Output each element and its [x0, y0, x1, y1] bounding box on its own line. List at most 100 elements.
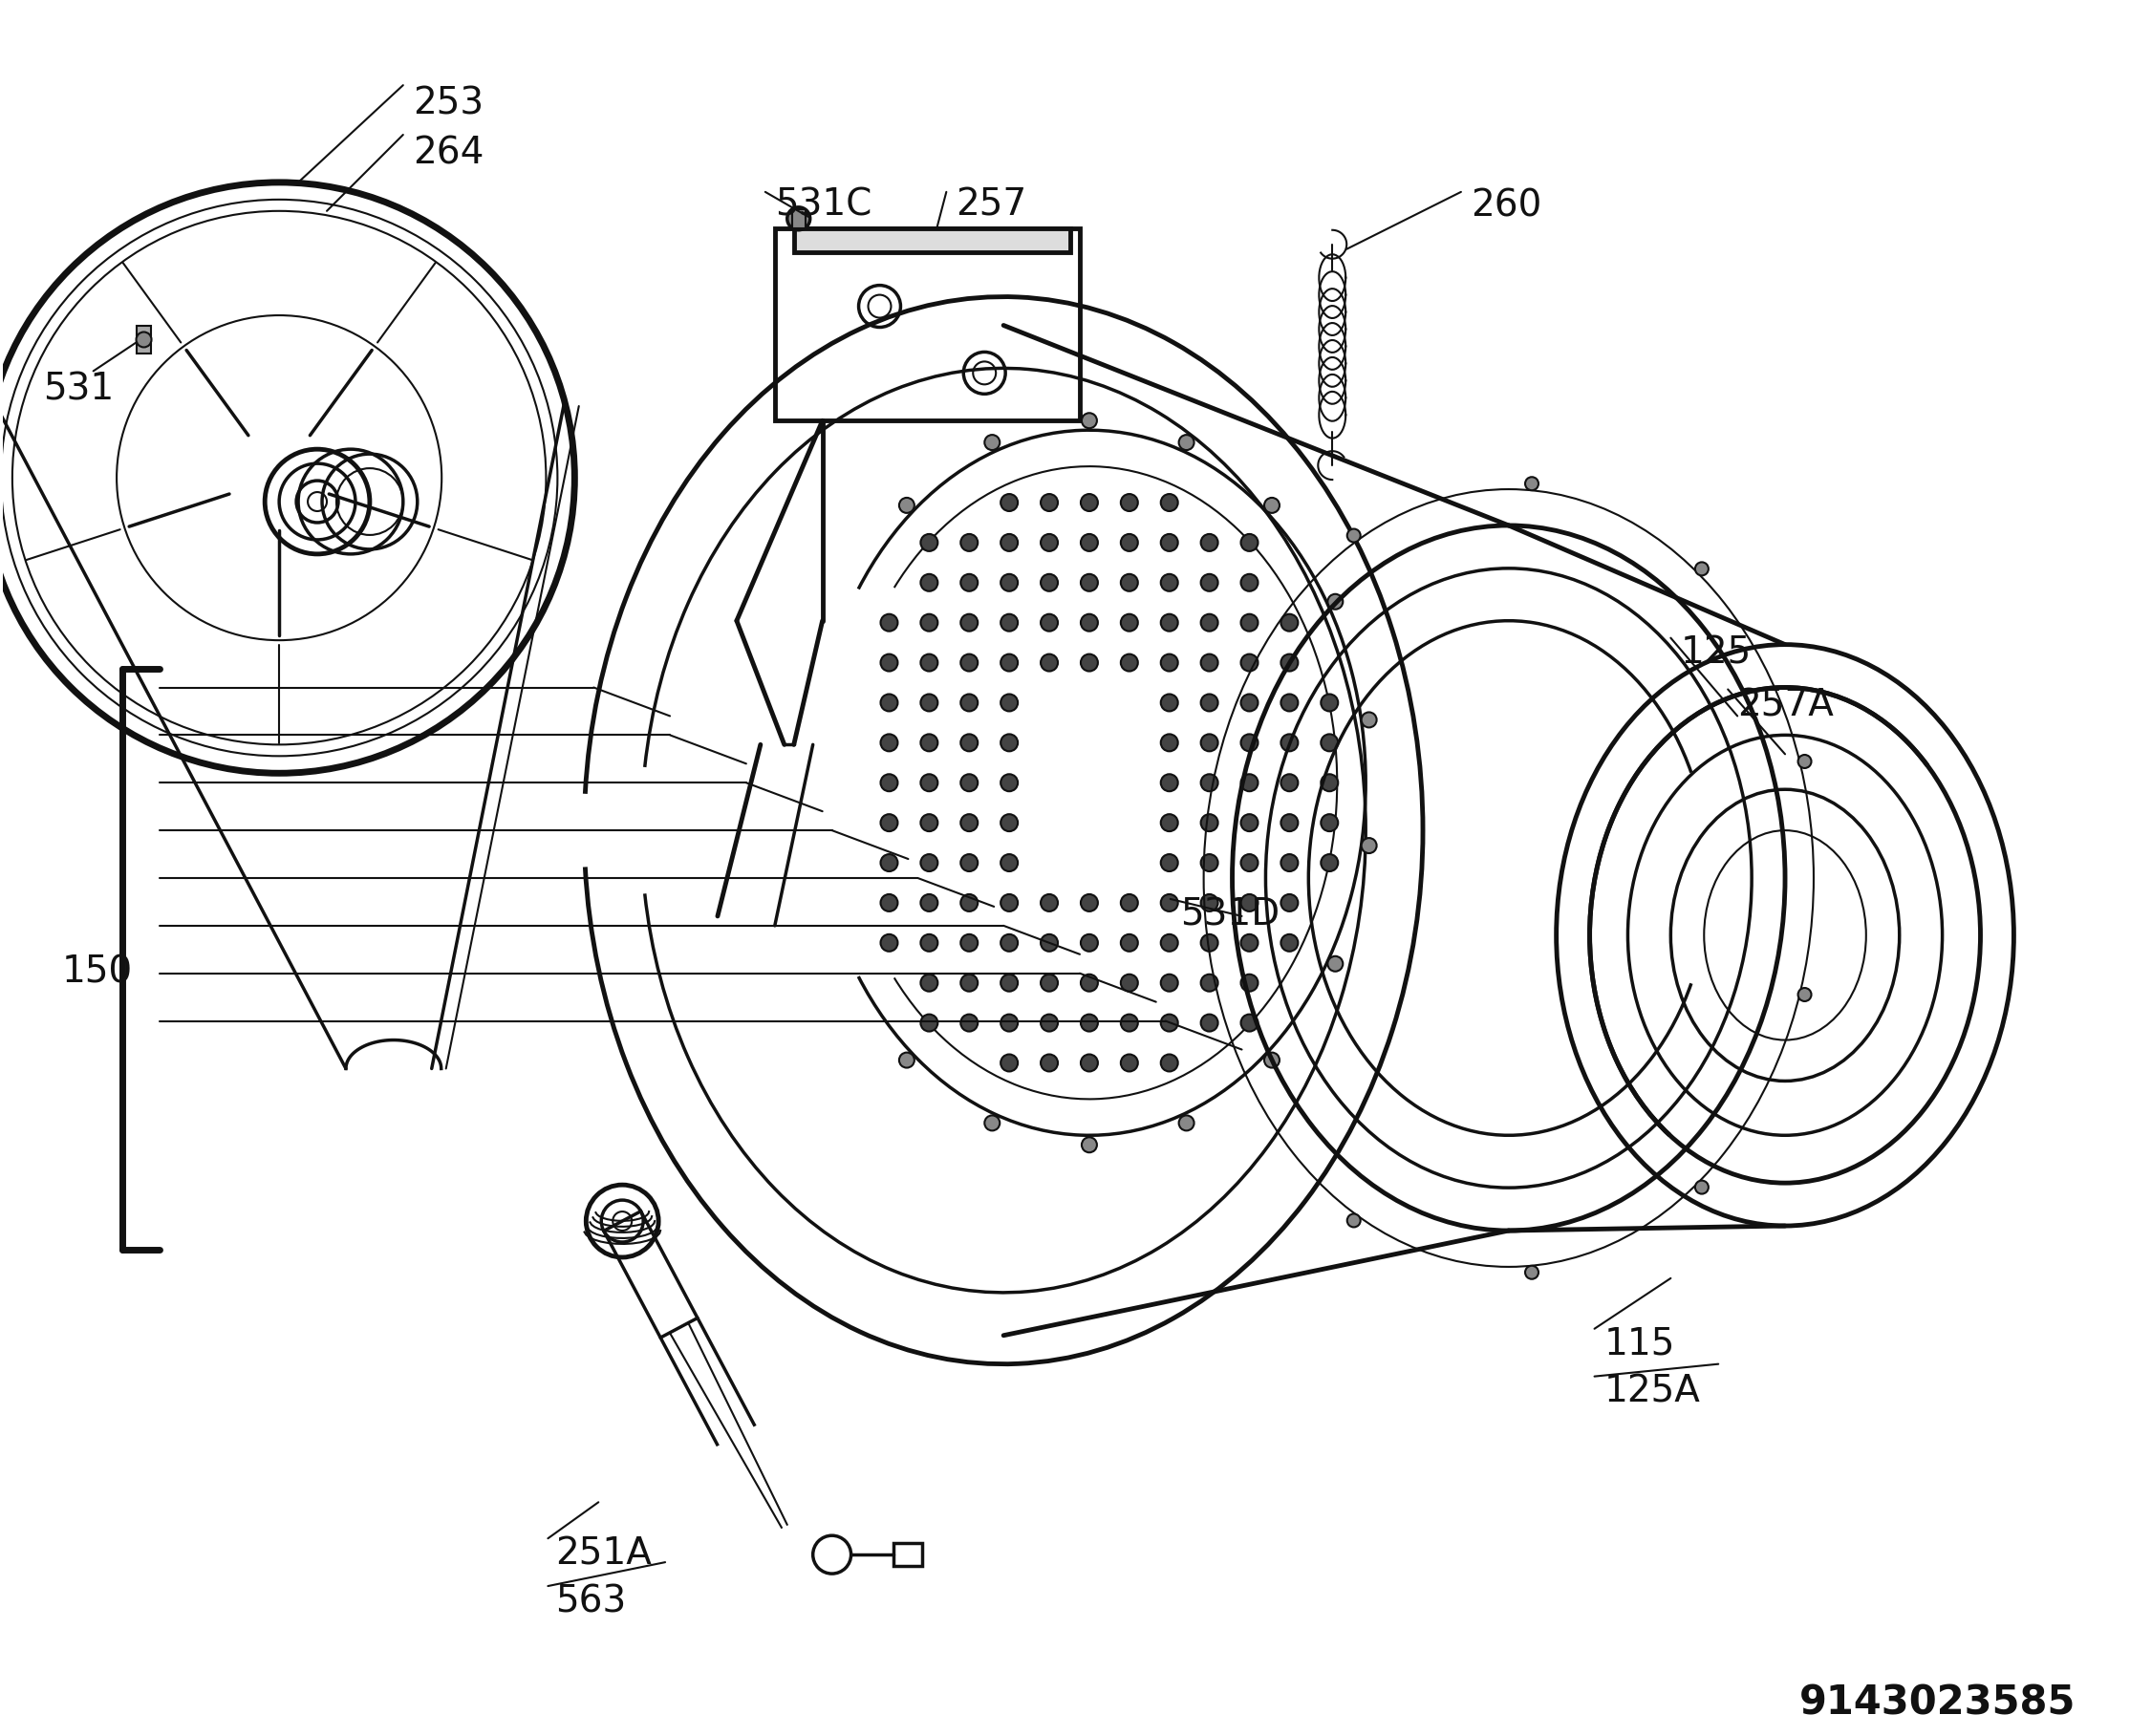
Circle shape: [1321, 694, 1338, 712]
Circle shape: [1280, 774, 1297, 792]
Circle shape: [1001, 615, 1018, 632]
Circle shape: [880, 814, 897, 832]
Circle shape: [961, 934, 978, 951]
Circle shape: [1120, 654, 1137, 672]
Circle shape: [1001, 535, 1018, 550]
Circle shape: [1242, 974, 1259, 991]
Circle shape: [788, 207, 809, 231]
Text: 125A: 125A: [1604, 1373, 1700, 1410]
Polygon shape: [794, 227, 1069, 252]
Circle shape: [920, 974, 937, 991]
Circle shape: [1201, 575, 1218, 592]
Circle shape: [1178, 1116, 1195, 1130]
Circle shape: [1161, 1054, 1178, 1071]
Text: 264: 264: [413, 135, 484, 172]
Circle shape: [961, 575, 978, 592]
Circle shape: [1525, 1266, 1538, 1279]
Circle shape: [1242, 774, 1259, 792]
Circle shape: [899, 1052, 914, 1068]
Circle shape: [920, 894, 937, 911]
Circle shape: [1265, 1052, 1280, 1068]
Circle shape: [1242, 575, 1259, 592]
Text: 150: 150: [62, 955, 132, 991]
Circle shape: [1161, 694, 1178, 712]
Circle shape: [920, 654, 937, 672]
Circle shape: [1001, 974, 1018, 991]
Circle shape: [1321, 774, 1338, 792]
Circle shape: [1042, 974, 1059, 991]
Circle shape: [1265, 498, 1280, 512]
Circle shape: [961, 615, 978, 632]
Circle shape: [1280, 934, 1297, 951]
Text: 563: 563: [556, 1583, 626, 1620]
Circle shape: [1161, 535, 1178, 550]
Circle shape: [1201, 814, 1218, 832]
Circle shape: [1280, 814, 1297, 832]
Circle shape: [920, 575, 937, 592]
Circle shape: [1280, 854, 1297, 871]
Circle shape: [1201, 934, 1218, 951]
Circle shape: [1242, 894, 1259, 911]
Circle shape: [1242, 854, 1259, 871]
Circle shape: [1042, 1054, 1059, 1071]
Circle shape: [1161, 814, 1178, 832]
Circle shape: [1120, 974, 1137, 991]
Circle shape: [920, 1014, 937, 1031]
Circle shape: [1001, 1054, 1018, 1071]
Circle shape: [1080, 1054, 1097, 1071]
Circle shape: [920, 854, 937, 871]
Circle shape: [1001, 774, 1018, 792]
Text: 257A: 257A: [1738, 687, 1834, 724]
Circle shape: [1161, 495, 1178, 510]
Circle shape: [880, 774, 897, 792]
Circle shape: [1001, 694, 1018, 712]
Circle shape: [1161, 774, 1178, 792]
Circle shape: [920, 694, 937, 712]
Circle shape: [961, 974, 978, 991]
Circle shape: [920, 814, 937, 832]
Circle shape: [1080, 495, 1097, 510]
Circle shape: [1161, 894, 1178, 911]
Circle shape: [1120, 495, 1137, 510]
Circle shape: [1042, 654, 1059, 672]
Circle shape: [1120, 535, 1137, 550]
Circle shape: [961, 694, 978, 712]
Circle shape: [880, 615, 897, 632]
Circle shape: [1161, 974, 1178, 991]
Circle shape: [1201, 894, 1218, 911]
Circle shape: [1080, 974, 1097, 991]
Circle shape: [1201, 615, 1218, 632]
Circle shape: [1001, 734, 1018, 752]
Circle shape: [880, 934, 897, 951]
Circle shape: [1242, 615, 1259, 632]
Circle shape: [1080, 615, 1097, 632]
Circle shape: [1201, 535, 1218, 550]
Circle shape: [1161, 575, 1178, 592]
Circle shape: [1201, 974, 1218, 991]
Circle shape: [1042, 615, 1059, 632]
Circle shape: [961, 1014, 978, 1031]
Circle shape: [1361, 838, 1376, 852]
Circle shape: [1280, 894, 1297, 911]
Circle shape: [1242, 694, 1259, 712]
Circle shape: [1001, 1014, 1018, 1031]
Circle shape: [1798, 988, 1810, 1002]
Circle shape: [1201, 694, 1218, 712]
Polygon shape: [136, 325, 151, 354]
Circle shape: [1120, 934, 1137, 951]
Circle shape: [1080, 934, 1097, 951]
Circle shape: [1042, 934, 1059, 951]
Circle shape: [1201, 654, 1218, 672]
Circle shape: [1280, 654, 1297, 672]
Circle shape: [1242, 934, 1259, 951]
Circle shape: [1798, 755, 1810, 767]
Text: 125: 125: [1681, 635, 1751, 672]
Circle shape: [1001, 495, 1018, 510]
Circle shape: [961, 535, 978, 550]
Circle shape: [1120, 575, 1137, 592]
Circle shape: [1161, 854, 1178, 871]
Circle shape: [136, 332, 151, 347]
Circle shape: [1001, 654, 1018, 672]
Circle shape: [1082, 1137, 1097, 1153]
Circle shape: [1201, 734, 1218, 752]
